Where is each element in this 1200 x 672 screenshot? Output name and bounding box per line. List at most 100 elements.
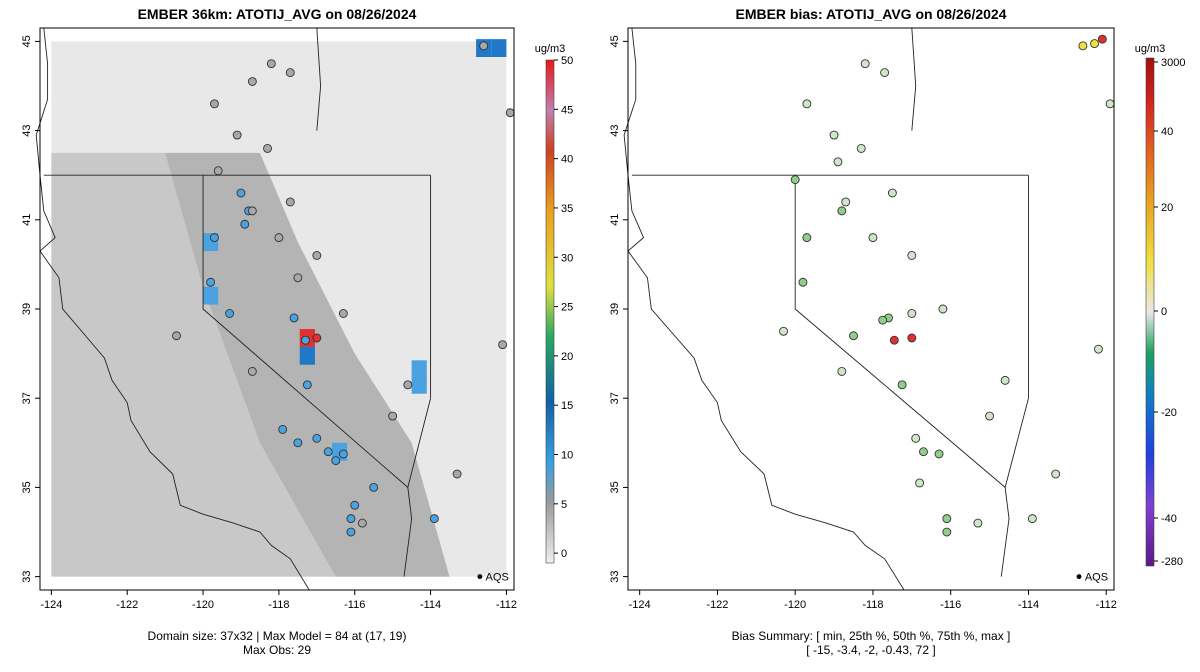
left-caption-line1: Domain size: 37x32 | Max Model = 84 at (… bbox=[147, 629, 407, 643]
left-colorbar-tick-label: 50 bbox=[561, 55, 573, 67]
right-x-tick-label: -116 bbox=[940, 599, 961, 611]
right-site-marker-1 bbox=[889, 335, 899, 345]
right-site-marker-22 bbox=[860, 59, 870, 69]
right-site-marker-28 bbox=[841, 197, 851, 207]
model-cell-4 bbox=[203, 286, 219, 305]
left-site-marker-17 bbox=[350, 500, 360, 510]
left-colorbar-tick-label: 10 bbox=[561, 450, 573, 462]
left-colorbar-tick-label: 0 bbox=[561, 548, 567, 560]
right-y-tick-label: 33 bbox=[609, 570, 621, 582]
right-site-marker-3 bbox=[1090, 39, 1100, 49]
left-colorbar-tick-label: 5 bbox=[561, 499, 567, 511]
left-site-marker-19 bbox=[346, 527, 356, 537]
left-site-marker-2 bbox=[302, 380, 312, 390]
left-site-marker-31 bbox=[312, 251, 322, 260]
right-site-marker-9 bbox=[802, 233, 812, 243]
right-caption-line2: [ -15, -3.4, -2, -0.43, 72 ] bbox=[806, 643, 936, 657]
left-site-marker-25 bbox=[209, 99, 219, 109]
left-site-marker-11 bbox=[323, 447, 333, 457]
right-site-marker-35 bbox=[1051, 469, 1061, 479]
right-x-tick-label: -114 bbox=[1018, 599, 1039, 611]
left-site-marker-38 bbox=[357, 518, 367, 528]
left-site-marker-30 bbox=[274, 233, 284, 243]
right-site-marker-37 bbox=[973, 518, 983, 528]
right-site-marker-38 bbox=[779, 326, 788, 336]
right-colorbar-tick-label: -280 bbox=[1161, 556, 1183, 568]
left-site-marker-5 bbox=[240, 219, 250, 229]
right-y-tick-label: 35 bbox=[609, 481, 621, 493]
right-site-marker-19 bbox=[849, 331, 858, 341]
left-y-tick-label: 45 bbox=[21, 35, 33, 47]
left-colorbar-tick-label: 35 bbox=[561, 203, 573, 215]
right-site-marker-14 bbox=[942, 527, 952, 537]
right-site-marker-13 bbox=[942, 514, 952, 524]
right-site-marker-30 bbox=[938, 304, 948, 314]
right-x-tick-label: -120 bbox=[784, 599, 806, 611]
left-site-marker-40 bbox=[172, 331, 181, 341]
right-colorbar-tick-label: -20 bbox=[1161, 407, 1177, 419]
right-site-marker-7 bbox=[897, 380, 907, 390]
right-site-marker-11 bbox=[934, 449, 944, 459]
right-site-marker-24 bbox=[802, 99, 812, 109]
left-site-marker-0 bbox=[312, 333, 322, 343]
right-site-marker-21 bbox=[911, 433, 921, 443]
left-site-marker-15 bbox=[278, 424, 288, 434]
left-site-marker-39 bbox=[285, 197, 295, 207]
right-colorbar-unit: ug/m3 bbox=[1135, 43, 1166, 55]
right-boundary-line-6 bbox=[1004, 398, 1029, 488]
right-y-tick-label: 43 bbox=[609, 124, 621, 136]
left-site-marker-34 bbox=[403, 380, 413, 390]
right-y-tick-label: 37 bbox=[609, 392, 621, 404]
left-aqs-label: AQS bbox=[486, 572, 509, 584]
left-colorbar bbox=[545, 59, 555, 564]
right-site-marker-15 bbox=[833, 157, 843, 167]
left-site-marker-20 bbox=[429, 514, 439, 524]
right-site-marker-25 bbox=[829, 130, 839, 140]
right-site-marker-33 bbox=[1093, 344, 1103, 354]
right-colorbar bbox=[1145, 57, 1155, 567]
left-site-marker-9 bbox=[289, 313, 299, 323]
right-aqs-point bbox=[1076, 574, 1082, 580]
left-site-marker-35 bbox=[498, 340, 508, 350]
left-y-tick-label: 37 bbox=[21, 392, 33, 404]
left-x-tick-label: -124 bbox=[40, 599, 62, 611]
right-y-tick-label: 39 bbox=[609, 303, 621, 315]
left-site-marker-23 bbox=[285, 68, 295, 78]
left-site-marker-32 bbox=[338, 309, 348, 318]
right-colorbar-tick-label: 40 bbox=[1161, 126, 1173, 138]
left-colorbar-tick-label: 25 bbox=[561, 302, 573, 314]
right-site-marker-39 bbox=[837, 366, 847, 376]
left-y-tick-label: 35 bbox=[21, 481, 33, 493]
left-x-tick-label: -122 bbox=[116, 599, 138, 611]
left-y-tick-label: 33 bbox=[21, 570, 33, 582]
right-y-tick-label: 41 bbox=[609, 214, 621, 226]
right-aqs-label: AQS bbox=[1085, 572, 1108, 584]
right-site-marker-36 bbox=[1027, 514, 1037, 524]
right-x-tick-label: -124 bbox=[629, 599, 651, 611]
right-site-marker-27 bbox=[887, 188, 897, 198]
left-site-marker-29 bbox=[247, 206, 257, 216]
left-y-tick-label: 39 bbox=[21, 303, 33, 315]
right-y-tick-label: 45 bbox=[609, 35, 621, 47]
left-site-marker-21 bbox=[479, 41, 489, 51]
left-site-marker-33 bbox=[388, 411, 398, 421]
left-boundary-line-6 bbox=[407, 398, 432, 488]
left-caption-line2: Max Obs: 29 bbox=[242, 643, 312, 657]
right-site-marker-6 bbox=[878, 315, 888, 325]
left-site-marker-27 bbox=[263, 143, 272, 153]
left-map-group bbox=[35, 27, 515, 595]
left-colorbar-unit: ug/m3 bbox=[535, 43, 566, 55]
right-x-tick-label: -122 bbox=[706, 599, 728, 611]
left-site-marker-1 bbox=[300, 335, 310, 345]
right-map-group bbox=[623, 27, 1115, 595]
right-caption-line1: Bias Summary: [ min, 25th %, 50th %, 75t… bbox=[731, 629, 1011, 643]
right-plot-frame bbox=[627, 27, 1115, 591]
left-site-marker-13 bbox=[331, 456, 341, 466]
left-site-marker-26 bbox=[232, 130, 242, 140]
right-site-marker-4 bbox=[1097, 34, 1107, 44]
right-site-marker-2 bbox=[1078, 41, 1088, 51]
left-site-marker-22 bbox=[266, 59, 276, 69]
left-colorbar-tick-label: 40 bbox=[561, 154, 573, 166]
left-y-tick-label: 41 bbox=[21, 214, 33, 226]
